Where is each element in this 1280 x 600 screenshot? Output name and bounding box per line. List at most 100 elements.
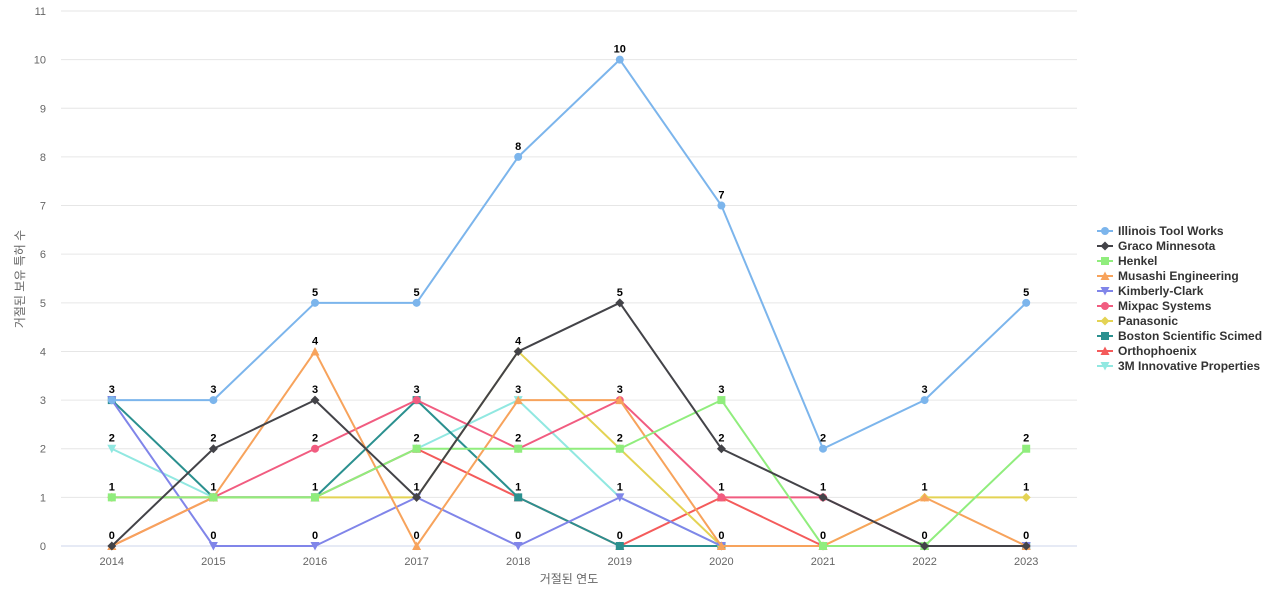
legend-marker — [1100, 287, 1110, 296]
data-point — [920, 541, 930, 551]
data-label: 5 — [617, 287, 623, 299]
data-point — [1021, 492, 1031, 502]
data-point — [513, 542, 523, 551]
data-point — [513, 395, 523, 405]
y-tick-label: 3 — [40, 395, 46, 407]
legend-label: 3M Innovative Properties — [1118, 359, 1260, 373]
data-label: 2 — [718, 433, 724, 445]
legend-item[interactable]: Henkel — [1097, 254, 1157, 268]
series-line — [111, 58, 1027, 450]
data-label: 0 — [515, 530, 521, 542]
y-tick-label: 4 — [40, 346, 46, 358]
y-tick-label: 9 — [40, 103, 46, 115]
data-point — [310, 542, 320, 551]
legend-item[interactable]: Panasonic — [1097, 314, 1178, 328]
data-label: 0 — [109, 530, 115, 542]
data-point — [310, 346, 320, 356]
series-group — [107, 396, 1031, 550]
legend-item[interactable]: Graco Minnesota — [1097, 239, 1216, 253]
series-group — [107, 396, 1031, 551]
x-tick-label: 2021 — [811, 556, 835, 568]
data-label: 3 — [312, 384, 318, 396]
data-label: 4 — [312, 335, 319, 347]
x-tick-label: 2022 — [912, 556, 936, 568]
data-label: 3 — [109, 384, 115, 396]
data-point — [615, 542, 624, 550]
legend-item[interactable]: Musashi Engineering — [1097, 269, 1239, 283]
legend-marker — [1100, 241, 1110, 251]
series-group — [107, 396, 1031, 550]
data-label: 3 — [210, 384, 216, 396]
legend-item[interactable]: 3M Innovative Properties — [1097, 359, 1260, 373]
data-point — [1021, 541, 1031, 551]
x-tick-label: 2020 — [709, 556, 733, 568]
data-point — [818, 492, 828, 502]
data-label: 1 — [617, 481, 623, 493]
data-label: 2 — [414, 433, 420, 445]
data-label: 0 — [617, 530, 623, 542]
data-label: 1 — [515, 481, 521, 493]
legend-item[interactable]: Illinois Tool Works — [1097, 224, 1224, 238]
data-point — [311, 444, 319, 453]
legend-item[interactable]: Orthophoenix — [1097, 344, 1197, 358]
legend-item[interactable]: Boston Scientific Scimed — [1097, 329, 1262, 343]
series-line — [111, 399, 1027, 547]
data-point — [920, 492, 930, 502]
data-point — [107, 396, 116, 405]
data-point — [311, 493, 319, 502]
legend-label: Graco Minnesota — [1118, 239, 1216, 253]
y-tick-label: 0 — [40, 541, 46, 553]
x-tick-label: 2015 — [201, 556, 225, 568]
legend-marker — [1100, 271, 1110, 280]
data-point — [107, 541, 117, 551]
data-label: 1 — [820, 481, 826, 493]
data-label: 0 — [718, 530, 724, 542]
data-point — [412, 444, 421, 453]
data-point — [513, 346, 523, 356]
legend-label: Illinois Tool Works — [1118, 224, 1224, 238]
y-tick-label: 2 — [40, 444, 46, 456]
legend-label: Panasonic — [1118, 314, 1178, 328]
data-label: 1 — [414, 481, 420, 493]
series-group — [107, 396, 1031, 551]
data-point — [1022, 298, 1031, 307]
data-label: 1 — [312, 481, 318, 493]
legend-marker — [1100, 346, 1110, 355]
data-label: 3 — [718, 384, 724, 396]
y-tick-label: 10 — [34, 55, 46, 67]
series-line — [111, 399, 1027, 547]
data-point — [716, 541, 726, 550]
data-point — [615, 55, 624, 64]
data-label: 2 — [109, 433, 115, 445]
x-axis-title: 거절된 연도 — [540, 572, 599, 586]
data-point — [717, 493, 726, 502]
data-point — [514, 152, 523, 161]
data-label: 10 — [614, 44, 626, 56]
legend-item[interactable]: Kimberly-Clark — [1097, 284, 1204, 298]
series-line — [110, 399, 1027, 547]
data-label: 1 — [210, 481, 216, 493]
legend-label: Mixpac Systems — [1118, 299, 1212, 313]
legend-label: Boston Scientific Scimed — [1118, 329, 1262, 343]
x-tick-label: 2018 — [506, 556, 530, 568]
data-label: 0 — [312, 530, 318, 542]
legend-item[interactable]: Mixpac Systems — [1097, 299, 1212, 313]
data-point — [819, 542, 827, 550]
data-point — [1022, 444, 1031, 453]
data-point — [412, 541, 422, 550]
data-point — [615, 444, 624, 453]
data-label: 2 — [312, 433, 318, 445]
legend-label: Orthophoenix — [1118, 344, 1197, 358]
data-point — [717, 396, 726, 405]
data-point — [209, 396, 218, 405]
legend-marker — [1101, 257, 1109, 265]
x-tick-label: 2023 — [1014, 556, 1038, 568]
data-label: 0 — [820, 530, 826, 542]
data-label: 3 — [414, 384, 420, 396]
data-point — [310, 395, 320, 405]
series-line — [111, 399, 1027, 547]
data-point — [208, 542, 218, 551]
y-tick-label: 5 — [40, 298, 46, 310]
